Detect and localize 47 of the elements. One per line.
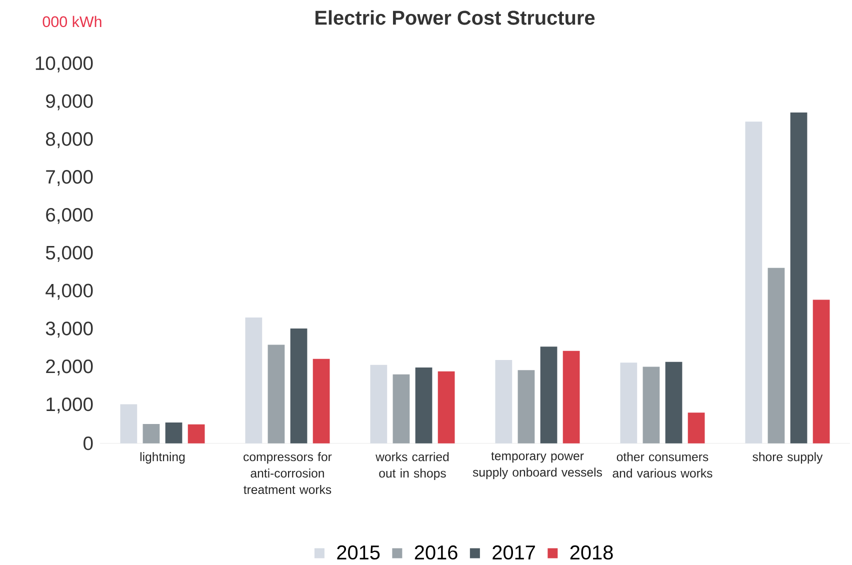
bar bbox=[768, 268, 785, 444]
y-tick-label: 3,000 bbox=[46, 321, 93, 338]
legend-label: 2015 bbox=[337, 545, 380, 560]
y-axis-title: 000 kWh bbox=[42, 16, 102, 27]
x-tick-label: temporary power supply onboard vessels bbox=[472, 452, 602, 479]
y-tick-label: 6,000 bbox=[46, 208, 93, 224]
bar bbox=[392, 374, 410, 444]
bar bbox=[620, 362, 638, 444]
bar bbox=[120, 404, 138, 444]
y-tick-label: 2,000 bbox=[46, 359, 93, 376]
bar bbox=[495, 360, 512, 444]
bar bbox=[562, 350, 580, 444]
bar bbox=[142, 424, 160, 444]
y-tick-label: 7,000 bbox=[46, 170, 93, 186]
chart-title: Electric Power Cost Structure bbox=[316, 10, 595, 25]
bar bbox=[312, 358, 330, 444]
legend-label: 2018 bbox=[570, 545, 613, 560]
bar bbox=[540, 346, 558, 444]
bar bbox=[518, 370, 535, 444]
bar bbox=[415, 367, 432, 444]
y-tick-label: 9,000 bbox=[46, 94, 93, 110]
bar bbox=[745, 121, 762, 444]
bar bbox=[642, 366, 660, 444]
y-tick-label: 8,000 bbox=[46, 132, 93, 148]
y-tick-label: 10,000 bbox=[36, 56, 93, 72]
x-tick-label: works carried out in shops bbox=[376, 452, 449, 480]
bar bbox=[290, 328, 308, 444]
y-tick-label: 1,000 bbox=[46, 397, 93, 414]
y-tick-label: 0 bbox=[84, 436, 93, 450]
bar bbox=[165, 422, 182, 444]
bar bbox=[438, 371, 455, 444]
x-tick-label: other consumers and various works bbox=[612, 452, 712, 478]
bar bbox=[812, 300, 830, 444]
x-tick-label: lightning bbox=[140, 452, 185, 464]
bar bbox=[688, 412, 705, 444]
y-tick-label: 5,000 bbox=[46, 246, 93, 262]
x-tick-label: compressors for anti-corrosion treatment works bbox=[244, 452, 332, 494]
bar bbox=[268, 344, 285, 444]
legend-label: 2016 bbox=[414, 545, 458, 560]
bar bbox=[370, 364, 388, 444]
legend-label: 2017 bbox=[492, 545, 535, 560]
bar bbox=[790, 112, 808, 444]
x-tick-label: shore supply bbox=[752, 452, 823, 464]
bar bbox=[245, 317, 262, 444]
y-tick-label: 4,000 bbox=[46, 284, 93, 300]
bar bbox=[665, 362, 682, 444]
bar bbox=[188, 424, 205, 444]
